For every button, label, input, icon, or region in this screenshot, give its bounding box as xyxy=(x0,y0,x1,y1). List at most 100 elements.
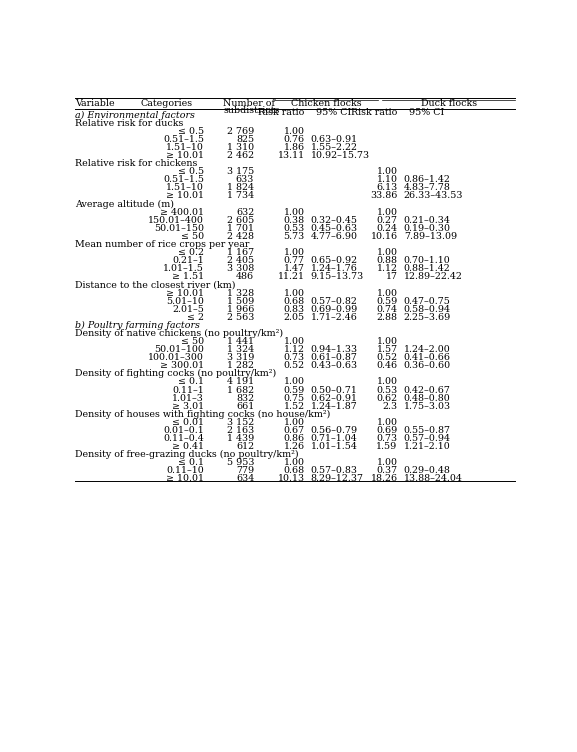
Text: 0.62: 0.62 xyxy=(377,393,398,402)
Text: 0.69: 0.69 xyxy=(376,426,398,435)
Text: 0.38: 0.38 xyxy=(283,216,305,225)
Text: 2 428: 2 428 xyxy=(227,232,254,241)
Text: 0.62–0.91: 0.62–0.91 xyxy=(311,393,358,402)
Text: Variable: Variable xyxy=(75,99,115,108)
Text: 8.29–12.37: 8.29–12.37 xyxy=(311,475,364,484)
Text: 150.01–400: 150.01–400 xyxy=(148,216,204,225)
Text: 0.57–0.82: 0.57–0.82 xyxy=(311,296,358,305)
Text: 0.58–0.94: 0.58–0.94 xyxy=(404,305,451,314)
Text: 0.11–0.4: 0.11–0.4 xyxy=(163,434,204,443)
Text: 0.24: 0.24 xyxy=(377,224,398,233)
Text: ≤ 0.01: ≤ 0.01 xyxy=(172,418,204,427)
Text: ≥ 300.01: ≥ 300.01 xyxy=(160,361,204,370)
Text: 0.52: 0.52 xyxy=(377,353,398,362)
Text: 1.26: 1.26 xyxy=(283,442,305,451)
Text: Risk ratio: Risk ratio xyxy=(351,108,398,117)
Text: 4.83–7.78: 4.83–7.78 xyxy=(404,183,451,193)
Text: 0.21–1: 0.21–1 xyxy=(172,256,204,265)
Text: 0.32–0.45: 0.32–0.45 xyxy=(311,216,358,225)
Text: 0.19–0.30: 0.19–0.30 xyxy=(404,224,451,233)
Text: 1.21–2.10: 1.21–2.10 xyxy=(404,442,451,451)
Text: 0.73: 0.73 xyxy=(283,353,305,362)
Text: 0.53: 0.53 xyxy=(283,224,305,233)
Text: ≤ 0.2: ≤ 0.2 xyxy=(178,248,204,257)
Text: Density of native chickens (no poultry/km²): Density of native chickens (no poultry/k… xyxy=(75,329,283,338)
Text: 0.57–0.94: 0.57–0.94 xyxy=(404,434,451,443)
Text: 0.51–1.5: 0.51–1.5 xyxy=(163,175,204,184)
Text: 0.77: 0.77 xyxy=(284,256,305,265)
Text: 0.11–1: 0.11–1 xyxy=(172,386,204,395)
Text: 1 701: 1 701 xyxy=(227,224,254,233)
Text: 1.10: 1.10 xyxy=(377,175,398,184)
Text: 9.15–13.73: 9.15–13.73 xyxy=(311,272,364,281)
Text: 1 966: 1 966 xyxy=(227,305,254,314)
Text: 0.27: 0.27 xyxy=(377,216,398,225)
Text: 0.86–1.42: 0.86–1.42 xyxy=(404,175,451,184)
Text: 2 769: 2 769 xyxy=(227,127,254,136)
Text: Duck flocks: Duck flocks xyxy=(421,99,477,108)
Text: 1 682: 1 682 xyxy=(227,386,254,395)
Text: 4.77–6.90: 4.77–6.90 xyxy=(311,232,358,241)
Text: ≥ 400.01: ≥ 400.01 xyxy=(160,208,204,217)
Text: 0.59: 0.59 xyxy=(376,296,398,305)
Text: ≤ 0.1: ≤ 0.1 xyxy=(178,378,204,387)
Text: 0.76: 0.76 xyxy=(283,135,305,144)
Text: 0.67: 0.67 xyxy=(283,426,305,435)
Text: 0.63–0.91: 0.63–0.91 xyxy=(311,135,358,144)
Text: 1 324: 1 324 xyxy=(227,345,254,354)
Text: ≥ 0.41: ≥ 0.41 xyxy=(172,442,204,451)
Text: 10.16: 10.16 xyxy=(370,232,398,241)
Text: 1.00: 1.00 xyxy=(284,248,305,257)
Text: 1.24–1.87: 1.24–1.87 xyxy=(311,402,358,411)
Text: 7.89–13.09: 7.89–13.09 xyxy=(404,232,457,241)
Text: 6.13: 6.13 xyxy=(376,183,398,193)
Text: 661: 661 xyxy=(236,402,254,411)
Text: 1 509: 1 509 xyxy=(227,296,254,305)
Text: 0.36–0.60: 0.36–0.60 xyxy=(404,361,451,370)
Text: 0.88–1.42: 0.88–1.42 xyxy=(404,264,451,273)
Text: ≤ 50: ≤ 50 xyxy=(181,232,204,241)
Text: ≥ 1.51: ≥ 1.51 xyxy=(172,272,204,281)
Text: 1.00: 1.00 xyxy=(377,337,398,346)
Text: 3 175: 3 175 xyxy=(227,167,254,176)
Text: 0.41–0.66: 0.41–0.66 xyxy=(404,353,451,362)
Text: Relative risk for ducks: Relative risk for ducks xyxy=(75,119,183,128)
Text: 2.25–3.69: 2.25–3.69 xyxy=(404,313,451,322)
Text: 5.01–10: 5.01–10 xyxy=(166,296,204,305)
Text: 2.88: 2.88 xyxy=(377,313,398,322)
Text: 1 734: 1 734 xyxy=(227,192,254,201)
Text: 825: 825 xyxy=(236,135,254,144)
Text: 1.00: 1.00 xyxy=(284,208,305,217)
Text: 0.43–0.63: 0.43–0.63 xyxy=(311,361,358,370)
Text: 1 282: 1 282 xyxy=(227,361,254,370)
Text: 1.00: 1.00 xyxy=(284,378,305,387)
Text: 2.01–5: 2.01–5 xyxy=(172,305,204,314)
Text: 1.86: 1.86 xyxy=(283,143,305,152)
Text: 0.51–1.5: 0.51–1.5 xyxy=(163,135,204,144)
Text: 0.01–0.1: 0.01–0.1 xyxy=(163,426,204,435)
Text: 2.3: 2.3 xyxy=(383,402,398,411)
Text: 1.00: 1.00 xyxy=(284,127,305,136)
Text: 0.53: 0.53 xyxy=(376,386,398,395)
Text: 1.57: 1.57 xyxy=(377,345,398,354)
Text: 632: 632 xyxy=(236,208,254,217)
Text: 486: 486 xyxy=(236,272,254,281)
Text: 1.00: 1.00 xyxy=(377,418,398,427)
Text: ≤ 2: ≤ 2 xyxy=(187,313,204,322)
Text: Mean number of rice crops per year: Mean number of rice crops per year xyxy=(75,240,250,249)
Text: 2 605: 2 605 xyxy=(227,216,254,225)
Text: 1.01–1.54: 1.01–1.54 xyxy=(311,442,358,451)
Text: 1.00: 1.00 xyxy=(284,418,305,427)
Text: ≥ 3.01: ≥ 3.01 xyxy=(172,402,204,411)
Text: 612: 612 xyxy=(236,442,254,451)
Text: ≥ 10.01: ≥ 10.01 xyxy=(166,475,204,484)
Text: 50.01–100: 50.01–100 xyxy=(154,345,204,354)
Text: 50.01–150: 50.01–150 xyxy=(154,224,204,233)
Text: 1.52: 1.52 xyxy=(283,402,305,411)
Text: 95% CI: 95% CI xyxy=(316,108,352,117)
Text: 2 563: 2 563 xyxy=(227,313,254,322)
Text: 1.24–1.76: 1.24–1.76 xyxy=(311,264,358,273)
Text: 634: 634 xyxy=(236,475,254,484)
Text: Average altitude (m): Average altitude (m) xyxy=(75,199,174,209)
Text: Relative risk for chickens: Relative risk for chickens xyxy=(75,159,197,168)
